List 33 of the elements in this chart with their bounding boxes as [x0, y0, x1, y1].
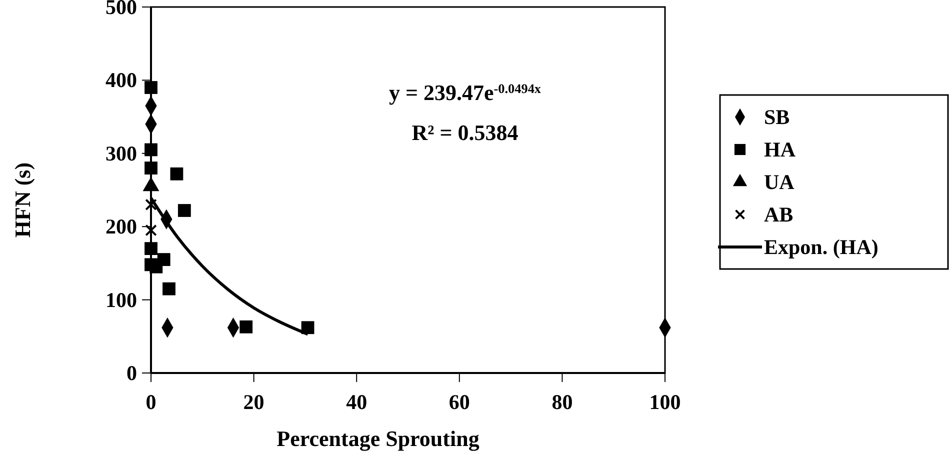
x-tick-label: 80 — [552, 390, 573, 414]
x-tick-label: 60 — [448, 390, 470, 414]
x-tick-label: 20 — [243, 390, 264, 414]
point — [162, 282, 176, 296]
point — [144, 81, 158, 94]
x-tick-label: 100 — [649, 390, 681, 414]
y-tick-label: 200 — [106, 214, 137, 239]
point — [144, 162, 158, 174]
point — [144, 143, 158, 156]
point — [144, 242, 158, 256]
y-tick-label: 500 — [106, 0, 137, 19]
point — [178, 204, 191, 217]
legend-label: UA — [764, 170, 796, 194]
point — [301, 321, 314, 334]
annotation: R² = 0.5384 — [412, 120, 518, 145]
y-tick-label: 100 — [106, 288, 137, 312]
y-tick-label: 0 — [126, 361, 137, 385]
x-tick-label: 0 — [146, 390, 156, 414]
y-tick-label: 400 — [106, 68, 137, 92]
y-axis-title: HFN (s) — [10, 162, 35, 238]
x-tick-label: 40 — [346, 390, 368, 414]
y-tick-label: 300 — [106, 141, 137, 166]
point — [150, 260, 163, 274]
legend-label: SB — [764, 105, 790, 129]
point — [145, 224, 157, 236]
legend-label: Expon. (HA) — [764, 235, 878, 259]
point — [240, 320, 253, 334]
x-axis-title: Percentage Sprouting — [276, 426, 480, 451]
point — [145, 198, 157, 211]
point — [170, 167, 184, 180]
legend-label: HA — [764, 138, 796, 162]
annotation: y = 239.47e$^{-0.0494x}$ — [388, 80, 542, 105]
legend-label: AB — [764, 202, 794, 226]
